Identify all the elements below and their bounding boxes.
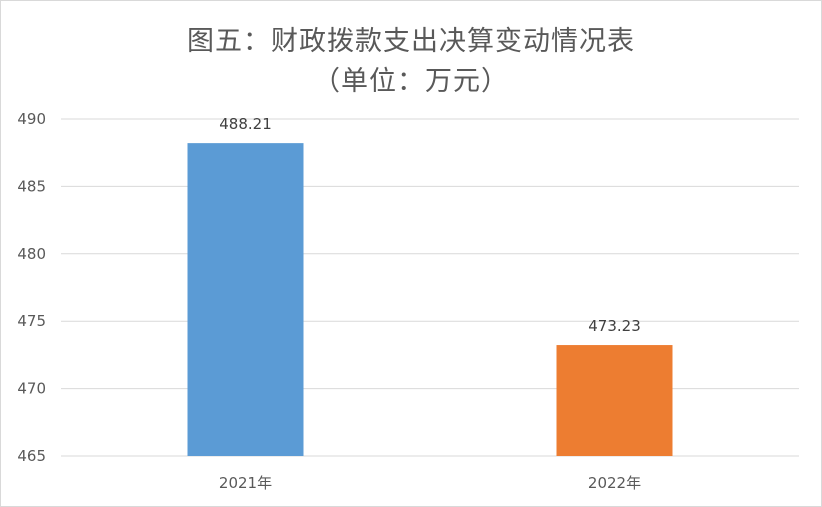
- y-tick-label: 480: [17, 245, 46, 263]
- x-tick-label: 2022年: [588, 474, 641, 492]
- chart-subtitle: （单位：万元）: [313, 66, 509, 97]
- chart-title: 图五：财政拨款支出决算变动情况表: [187, 26, 635, 57]
- y-tick-label: 465: [17, 447, 46, 465]
- data-label: 488.21: [219, 115, 272, 133]
- x-tick-label: 2021年: [219, 474, 272, 492]
- y-tick-label: 490: [17, 110, 46, 128]
- y-tick-label: 475: [17, 312, 46, 330]
- bar-2021年: [187, 143, 304, 456]
- data-label: 473.23: [588, 317, 641, 335]
- y-tick-label: 485: [17, 177, 46, 195]
- bar-2022年: [556, 345, 673, 456]
- y-tick-label: 470: [17, 380, 46, 398]
